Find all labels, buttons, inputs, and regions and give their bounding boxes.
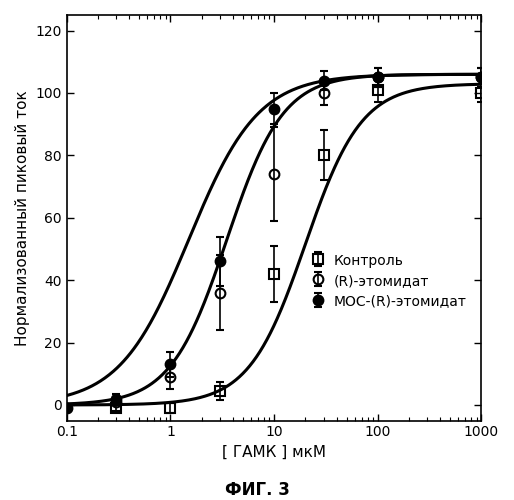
X-axis label: [ ГАМК ] мкМ: [ ГАМК ] мкМ bbox=[222, 445, 326, 460]
Y-axis label: Нормализованный пиковый ток: Нормализованный пиковый ток bbox=[15, 90, 30, 345]
Text: ФИГ. 3: ФИГ. 3 bbox=[225, 481, 289, 499]
Legend: Контроль, (R)-этомидат, МОС-(R)-этомидат: Контроль, (R)-этомидат, МОС-(R)-этомидат bbox=[305, 250, 470, 312]
